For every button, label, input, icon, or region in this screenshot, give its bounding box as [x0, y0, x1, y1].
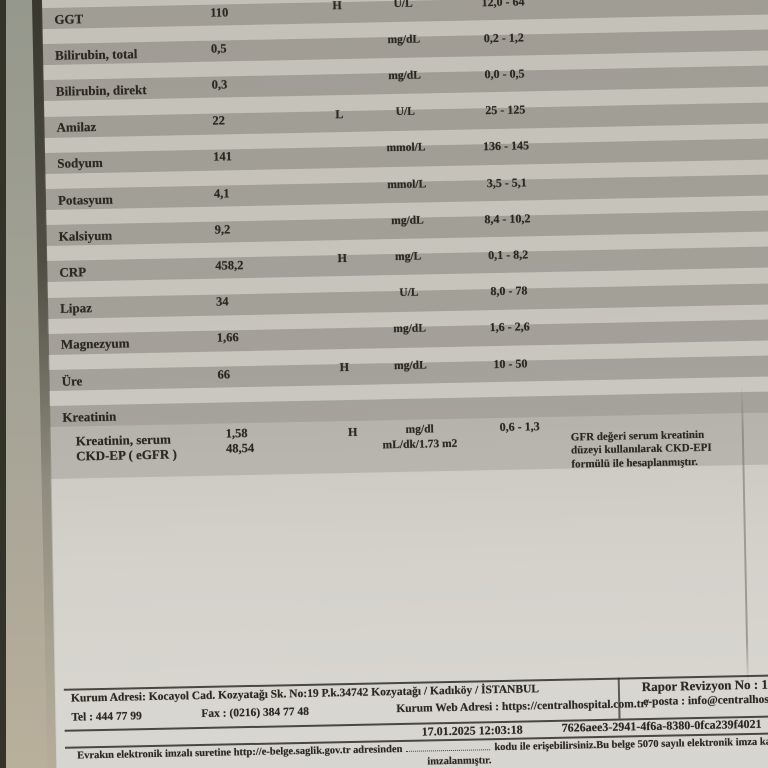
reference-range: 8,0 - 78 — [490, 283, 528, 299]
test-unit: mg/dL — [393, 358, 427, 372]
abnormal-flag: L — [335, 106, 344, 121]
test-value: 4,1 — [213, 185, 230, 201]
reference-range: 10 - 50 — [493, 355, 528, 371]
gfr-note-line: formülü ile hesaplanmıştır. — [571, 455, 698, 471]
reference-range: 8,4 - 10,2 — [484, 210, 531, 226]
reference-range: 0,6 - 1,3 — [499, 419, 540, 434]
test-value: 1,66 — [216, 330, 239, 345]
abnormal-flag: H — [332, 0, 342, 13]
test-name: CKD-EP ( eGFR ) — [75, 445, 177, 463]
phone-number: Tel : 444 77 99 — [71, 709, 142, 724]
test-name: Amilaz — [56, 119, 97, 135]
reference-range: 3,5 - 5,1 — [486, 174, 527, 190]
test-name: GGT — [54, 10, 84, 27]
test-unit: mg/dL — [393, 322, 427, 336]
test-unit: mg/dL — [391, 214, 424, 227]
section-header: Kreatinin — [62, 408, 117, 425]
test-value: 9,2 — [214, 222, 231, 237]
test-unit: mmol/L — [386, 141, 426, 155]
test-name: CRP — [59, 264, 87, 280]
abnormal-flag: H — [339, 359, 350, 375]
email-address: e-posta : info@centralhospita — [643, 693, 768, 709]
e-signature-notice-line2: imzalanmıştır. — [427, 755, 492, 768]
reference-range: 25 - 125 — [485, 102, 526, 118]
test-unit: U/L — [395, 105, 415, 119]
institution-web-address: Kurum Web Adresi : https://centralhospit… — [396, 697, 649, 715]
abnormal-flag: H — [347, 424, 358, 439]
abnormal-flag: H — [337, 251, 348, 266]
test-unit: mg/L — [394, 250, 422, 263]
test-name: Kalsiyum — [58, 227, 113, 244]
gfr-note: GFR değeri serum kreatinin düzeyi kullan… — [571, 429, 712, 472]
test-value: 110 — [210, 4, 229, 20]
reference-range: 0,1 - 8,2 — [488, 247, 529, 263]
test-unit: mg/dl — [405, 423, 434, 436]
test-name: Sodyum — [57, 155, 103, 172]
test-value: 66 — [217, 366, 231, 382]
test-unit: mmol/L — [387, 177, 427, 191]
test-unit: U/L — [399, 286, 419, 300]
reference-range: 0,2 - 1,2 — [483, 30, 524, 45]
test-value: 0,3 — [211, 77, 228, 92]
test-value: 48,54 — [225, 440, 255, 455]
test-value: 22 — [212, 113, 226, 128]
test-name: Magnezyum — [60, 335, 130, 353]
test-name: Lipaz — [60, 300, 93, 316]
access-code-blank — [406, 749, 491, 752]
test-value: 0,5 — [210, 41, 227, 56]
reference-range: 136 - 145 — [482, 138, 530, 154]
test-name: Bilirubin, direkt — [55, 81, 147, 99]
test-value: 1,58 — [225, 426, 248, 441]
test-value: 141 — [213, 149, 233, 164]
test-name: Bilirubin, total — [54, 45, 138, 63]
test-unit: mg/dL — [388, 69, 421, 83]
lab-report-page: GGT 110 H U/L 12,0 - 64 Bilirubin, total 0,5 mg… — [40, 0, 768, 768]
test-name: Üre — [61, 372, 83, 389]
fax-number: Fax : (0216) 384 77 48 — [201, 705, 310, 721]
reference-range: 1,6 - 2,6 — [489, 319, 530, 335]
test-value: 34 — [215, 294, 229, 309]
test-value: 458,2 — [215, 257, 244, 273]
test-unit: mg/dL — [387, 33, 421, 46]
reference-range: 0,0 - 0,5 — [484, 66, 525, 82]
test-name: Potasyum — [57, 191, 114, 208]
test-unit: mL/dk/1.73 m2 — [382, 437, 458, 451]
report-revision-no: Rapor Revizyon No : 1 — [641, 676, 768, 694]
